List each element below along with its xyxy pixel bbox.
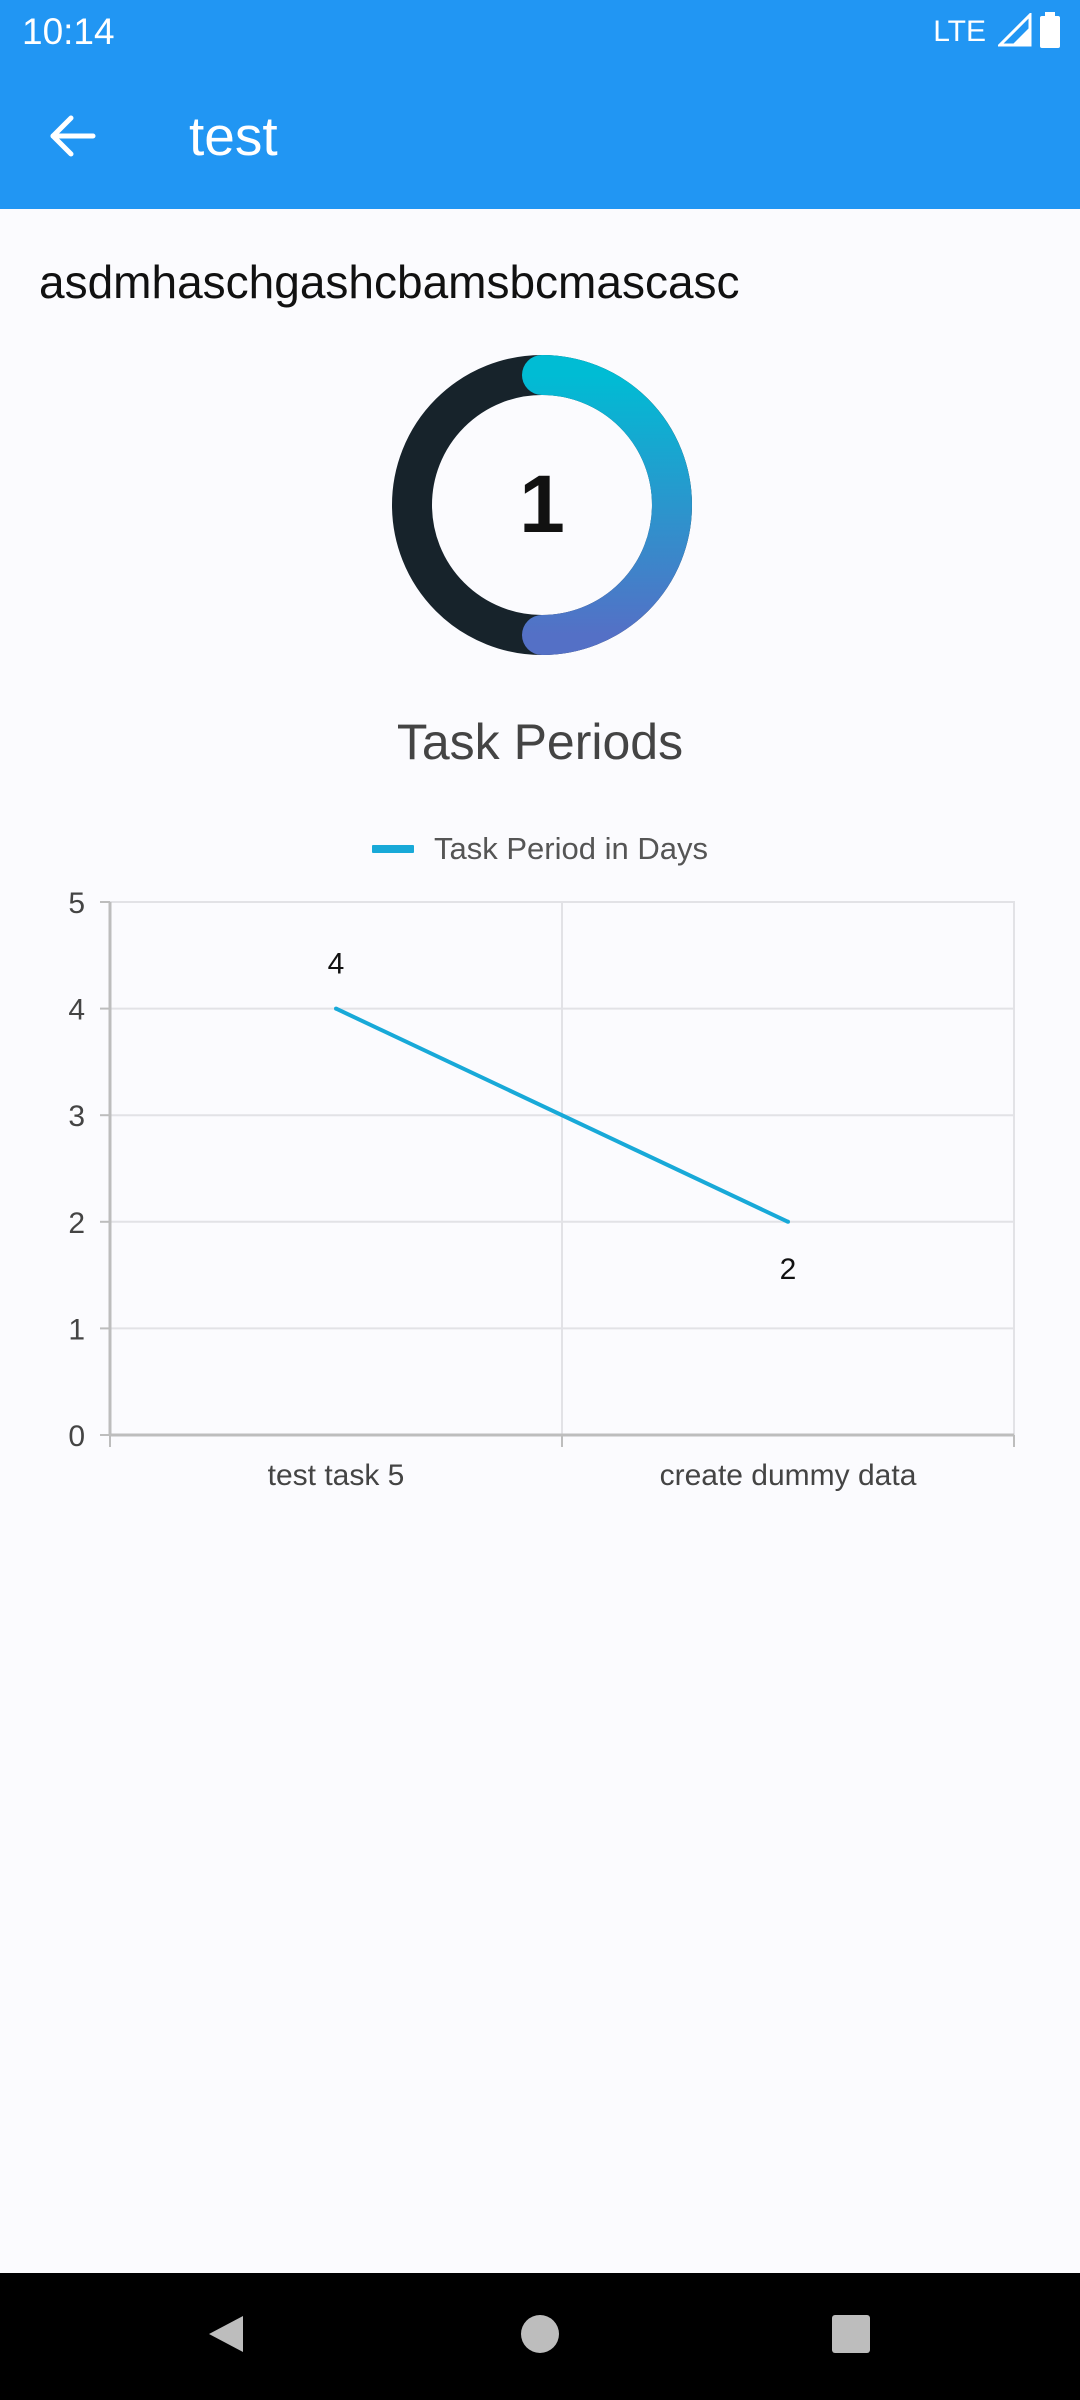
y-tick-label: 5 xyxy=(68,887,85,920)
data-point xyxy=(334,1006,338,1011)
legend-label: Task Period in Days xyxy=(434,831,708,866)
progress-ring-fill xyxy=(522,355,692,655)
chart-title: Task Periods xyxy=(396,714,684,770)
back-button[interactable] xyxy=(30,95,116,181)
series-line xyxy=(335,1006,789,1224)
nav-back-button[interactable] xyxy=(155,2273,295,2400)
page-title: test xyxy=(189,105,278,167)
line-chart: 0 1 2 3 4 5 test task 5 create dummy data 4 2 xyxy=(68,887,1015,1492)
y-tick-label: 3 xyxy=(68,1100,85,1133)
x-tick-label: test task 5 xyxy=(268,1459,405,1492)
nav-home-button[interactable] xyxy=(470,2273,610,2400)
back-triangle-icon xyxy=(203,2312,247,2361)
network-label: LTE xyxy=(933,15,986,48)
system-nav-bar xyxy=(0,2273,1080,2400)
task-name: asdmhaschgashcbamsbcmascasc xyxy=(39,256,740,308)
progress-ring-graphic xyxy=(392,355,692,655)
x-tick-label: create dummy data xyxy=(660,1459,917,1492)
home-circle-icon xyxy=(518,2312,562,2361)
data-point xyxy=(786,1219,790,1224)
status-icons: LTE xyxy=(933,10,1062,53)
y-tick-label: 2 xyxy=(68,1207,85,1240)
signal-icon xyxy=(996,10,1032,52)
y-tick-label: 1 xyxy=(68,1313,85,1346)
chart-legend: Task Period in Days xyxy=(0,826,1080,872)
progress-ring: 1 xyxy=(382,345,702,665)
data-label: 4 xyxy=(328,948,345,981)
data-label: 2 xyxy=(780,1253,797,1286)
status-time: 10:14 xyxy=(22,11,115,52)
legend-swatch xyxy=(372,845,415,853)
recents-square-icon xyxy=(829,2312,873,2361)
progress-ring-value: 1 xyxy=(519,459,565,550)
y-tick-label: 0 xyxy=(68,1420,85,1453)
app-bar: 10:14 LTE xyxy=(0,0,1080,209)
arrow-back-icon xyxy=(47,110,99,167)
battery-icon xyxy=(1038,11,1062,53)
y-tick-label: 4 xyxy=(68,994,85,1027)
nav-recents-button[interactable] xyxy=(781,2273,921,2400)
